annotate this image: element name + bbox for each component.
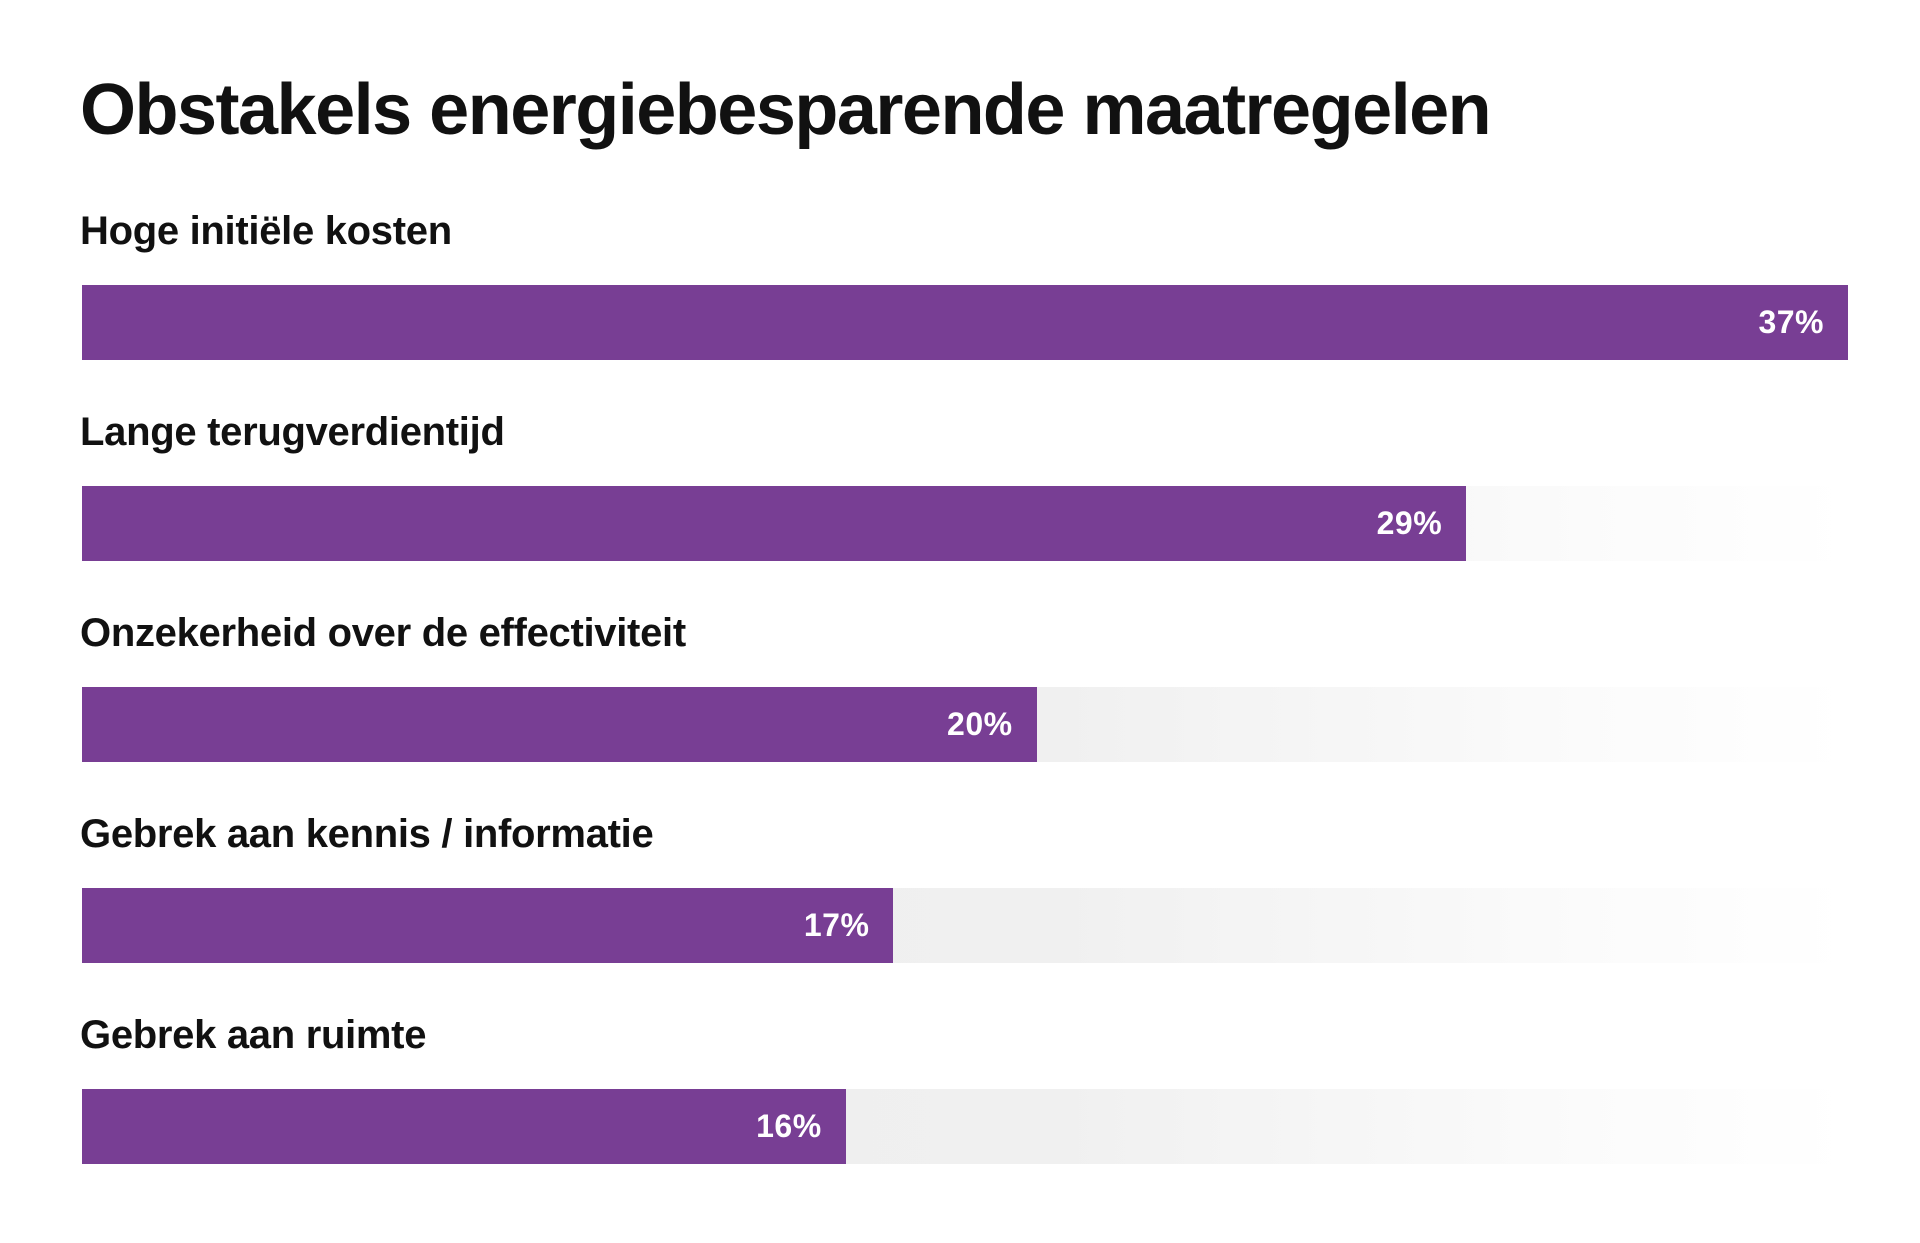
bar-row: Gebrek aan kennis / informatie 17% <box>80 803 1850 1004</box>
category-label: Hoge initiële kosten <box>80 209 452 253</box>
bar-row: Gebrek aan ruimte 16% <box>80 1004 1850 1205</box>
bar: 20% <box>82 687 1037 762</box>
bar-value-label: 16% <box>756 1108 822 1144</box>
bar-chart: Hoge initiële kosten 37% Lange terugverd… <box>80 200 1850 1205</box>
bar: 37% <box>82 285 1848 360</box>
bar-value-label: 20% <box>947 706 1013 742</box>
bar-track: 29% <box>82 486 1848 561</box>
category-label: Lange terugverdientijd <box>80 410 505 454</box>
bar-track: 37% <box>82 285 1848 360</box>
bar-track: 20% <box>82 687 1848 762</box>
bar-value-label: 17% <box>803 907 870 943</box>
bar-track: 16% <box>82 1089 1848 1164</box>
bar-track: 17% <box>82 888 1848 963</box>
bar-row: Hoge initiële kosten 37% <box>80 200 1850 401</box>
bar-value-label: 37% <box>1758 304 1824 340</box>
bar: 29% <box>82 486 1467 561</box>
bar-row: Onzekerheid over de effectiviteit 20% <box>80 602 1850 803</box>
bar-row: Lange terugverdientijd 29% <box>80 401 1850 602</box>
category-label: Gebrek aan ruimte <box>80 1013 427 1057</box>
bar-value-label: 29% <box>1376 505 1443 541</box>
category-label: Gebrek aan kennis / informatie <box>80 812 654 856</box>
category-label: Onzekerheid over de effectiviteit <box>80 611 686 655</box>
bar: 17% <box>82 888 894 963</box>
bar: 16% <box>82 1089 846 1164</box>
chart-title: Obstakels energiebesparende maatregelen <box>80 70 1492 150</box>
